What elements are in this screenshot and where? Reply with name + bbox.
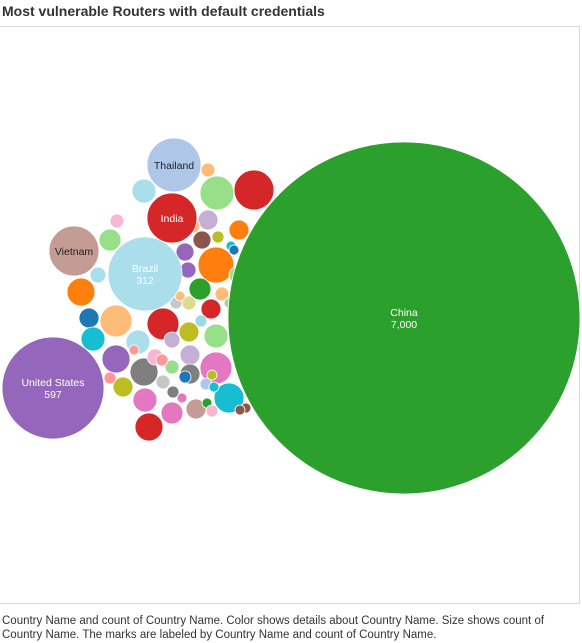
bubble-small[interactable] bbox=[197, 246, 235, 284]
bubble-small[interactable] bbox=[233, 169, 275, 211]
bubble-label-brazil: Brazil bbox=[132, 263, 158, 275]
bubble-small[interactable] bbox=[228, 244, 240, 256]
bubble-small[interactable] bbox=[178, 321, 200, 343]
bubble-small[interactable] bbox=[197, 209, 219, 231]
bubble-small[interactable] bbox=[200, 162, 216, 178]
bubble-small[interactable] bbox=[89, 266, 107, 284]
bubble-brazil[interactable] bbox=[107, 236, 183, 312]
bubble-small[interactable] bbox=[112, 376, 134, 398]
bubble-small[interactable] bbox=[98, 228, 122, 252]
bubble-small[interactable] bbox=[208, 381, 220, 393]
bubble-small[interactable] bbox=[128, 344, 140, 356]
bubble-small[interactable] bbox=[192, 230, 212, 250]
bubble-small[interactable] bbox=[99, 304, 133, 338]
bubble-small[interactable] bbox=[160, 401, 184, 425]
bubble-small[interactable] bbox=[205, 404, 219, 418]
bubble-small[interactable] bbox=[155, 353, 169, 367]
bubble-small[interactable] bbox=[109, 213, 125, 229]
bubble-small[interactable] bbox=[179, 344, 201, 366]
bubble-small[interactable] bbox=[175, 242, 195, 262]
bubble-small[interactable] bbox=[134, 412, 164, 442]
bubble-small[interactable] bbox=[179, 261, 197, 279]
bubble-small[interactable] bbox=[199, 175, 235, 211]
bubble-small[interactable] bbox=[101, 344, 131, 374]
bubble-small[interactable] bbox=[211, 230, 225, 244]
bubble-small[interactable] bbox=[213, 382, 245, 414]
bubble-small[interactable] bbox=[178, 370, 192, 384]
bubble-united-states[interactable] bbox=[1, 336, 105, 440]
bubble-small[interactable] bbox=[206, 369, 218, 381]
bubble-china[interactable] bbox=[227, 141, 581, 495]
bubble-small[interactable] bbox=[176, 392, 188, 404]
bubble-small[interactable] bbox=[155, 374, 171, 390]
bubble-label-china: China bbox=[390, 307, 418, 319]
bubble-thailand[interactable] bbox=[146, 137, 202, 193]
bubble-label-thailand: Thailand bbox=[154, 160, 194, 172]
bubble-small[interactable] bbox=[234, 404, 246, 416]
bubble-small[interactable] bbox=[132, 387, 158, 413]
bubble-small[interactable] bbox=[166, 385, 180, 399]
bubble-value-china: 7,000 bbox=[391, 319, 417, 331]
bubble-small[interactable] bbox=[129, 357, 159, 387]
bubble-label-united-states: United States bbox=[21, 377, 84, 389]
bubble-small[interactable] bbox=[66, 277, 96, 307]
bubble-label-vietnam: Vietnam bbox=[55, 246, 94, 258]
bubble-small[interactable] bbox=[131, 178, 157, 204]
bubble-small[interactable] bbox=[80, 326, 106, 352]
bubble-small[interactable] bbox=[163, 331, 181, 349]
bubble-vietnam[interactable] bbox=[48, 225, 100, 277]
bubble-value-united-states: 597 bbox=[44, 389, 62, 401]
bubble-small[interactable] bbox=[78, 307, 100, 329]
bubble-small[interactable] bbox=[194, 314, 208, 328]
bubble-india[interactable] bbox=[146, 192, 198, 244]
bubble-small[interactable] bbox=[164, 359, 180, 375]
bubble-small[interactable] bbox=[203, 323, 229, 349]
chart-title: Most vulnerable Routers with default cre… bbox=[2, 3, 325, 19]
bubble-small[interactable] bbox=[228, 219, 250, 241]
bubble-small[interactable] bbox=[188, 277, 212, 301]
bubble-small[interactable] bbox=[214, 286, 230, 302]
chart-caption: Country Name and count of Country Name. … bbox=[2, 615, 545, 641]
bubble-small[interactable] bbox=[200, 298, 222, 320]
bubble-value-brazil: 312 bbox=[136, 275, 154, 287]
bubble-small[interactable] bbox=[103, 371, 117, 385]
bubble-label-india: India bbox=[161, 213, 184, 225]
